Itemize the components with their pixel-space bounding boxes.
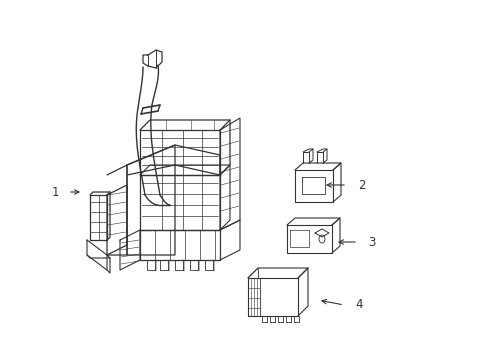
Text: 1: 1	[52, 185, 60, 198]
Text: 4: 4	[354, 298, 362, 311]
Text: 2: 2	[357, 179, 365, 192]
Text: 3: 3	[367, 235, 375, 248]
